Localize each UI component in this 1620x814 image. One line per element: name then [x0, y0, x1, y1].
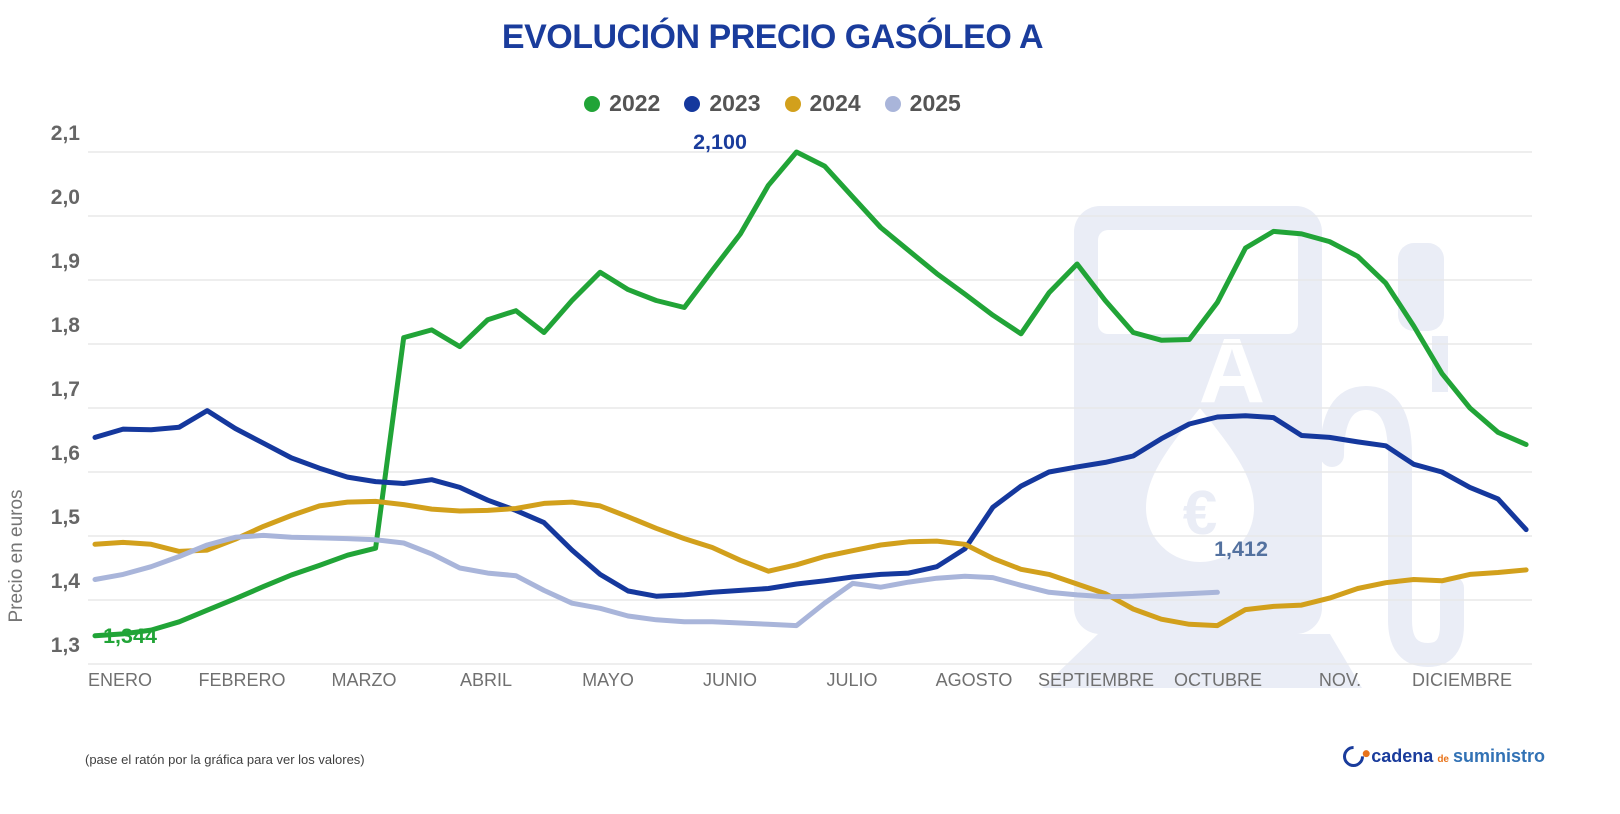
x-label-month: JUNIO [703, 670, 757, 690]
x-label-month: SEPTIEMBRE [1037, 670, 1155, 690]
legend-label-2022: 2022 [609, 90, 661, 116]
x-label-month: OCTUBRE [1173, 670, 1263, 690]
y-tick-label: 1,5 [50, 506, 80, 529]
legend-item-2024[interactable]: 2024 [784, 90, 861, 117]
legend-dot-2024 [784, 95, 801, 112]
watermark-euro-drop [1146, 408, 1254, 562]
legend-label-2024: 2024 [809, 90, 861, 116]
page-title: EVOLUCIÓN PRECIO GASÓLEO A [501, 18, 1044, 56]
y-tick-label: 1,6 [50, 442, 80, 465]
x-label-month: JULIO [826, 670, 878, 690]
line-2023[interactable] [92, 408, 1529, 599]
legend-dot-2023 [684, 95, 701, 112]
x-label-month: FEBRERO [198, 670, 286, 690]
brand-word-de: de [1437, 754, 1449, 765]
y-tick-label: 1,4 [50, 570, 80, 593]
x-label-month: NOV. [1318, 670, 1362, 690]
legend-item-2023[interactable]: 2023 [684, 90, 761, 117]
x-label-month: DICIEMBRE [1411, 670, 1513, 690]
y-tick-label: 1,3 [50, 634, 80, 657]
brand-word-suministro: suministro [1452, 746, 1545, 766]
x-label-month: MARZO [331, 670, 397, 690]
legend-label-2023: 2023 [709, 90, 761, 116]
legend: 2022 2023 2024 2025 [0, 90, 1545, 117]
y-tick-label: 1,8 [50, 314, 80, 337]
watermark-hose [1320, 385, 1464, 668]
line-2022[interactable] [92, 149, 1529, 639]
legend-label-2025: 2025 [909, 90, 961, 116]
header: EVOLUCIÓN PRECIO GASÓLEO A [0, 18, 1545, 57]
y-tick-label: 2,1 [50, 122, 80, 145]
legend-item-2025[interactable]: 2025 [884, 90, 961, 117]
x-label-month: ENERO [87, 670, 153, 690]
cadena-de-suministro-logo[interactable]: cadena de suministro [1338, 741, 1545, 772]
data-label-2025: 1,412 [1214, 537, 1268, 561]
series-lines [92, 149, 1529, 639]
legend-dot-2022 [584, 95, 601, 112]
watermark-letter-a: A [1199, 320, 1265, 422]
y-tick-label: 2,0 [50, 186, 80, 209]
legend-item-2022[interactable]: 2022 [584, 90, 660, 117]
y-tick-label: 1,7 [50, 378, 80, 401]
y-axis-title: Precio en euros [6, 489, 27, 623]
watermark-euro-sign: € [1183, 479, 1217, 548]
line-2025[interactable] [92, 532, 1220, 629]
brand-circle-icon [1338, 741, 1369, 772]
brand-word-cadena: cadena [1371, 746, 1434, 766]
data-label-2022: 2,100 [693, 130, 747, 154]
legend-dot-2025 [884, 95, 901, 112]
x-label-month: AGOSTO [935, 670, 1013, 690]
x-label-month: ABRIL [459, 670, 513, 690]
hover-hint-text: (pase el ratón por la gráfica para ver l… [85, 752, 365, 767]
y-tick-label: 1,9 [50, 250, 80, 273]
x-label-month: MAYO [582, 670, 634, 690]
line-2024[interactable] [92, 498, 1529, 629]
data-label-2022: 1,344 [103, 624, 157, 648]
